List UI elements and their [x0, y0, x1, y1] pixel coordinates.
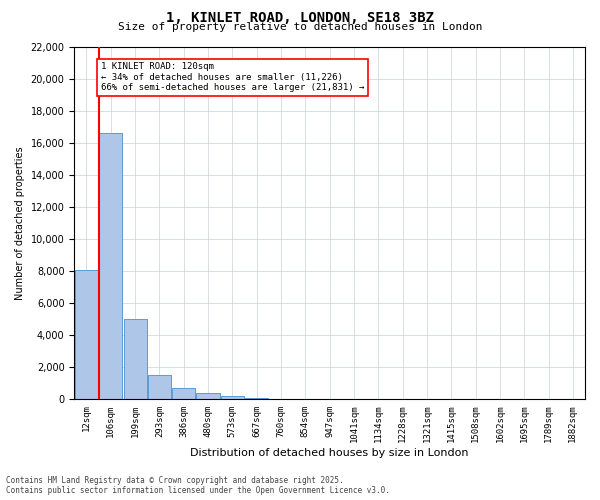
X-axis label: Distribution of detached houses by size in London: Distribution of detached houses by size …	[190, 448, 469, 458]
Bar	[221, 396, 244, 400]
Bar	[75, 270, 98, 400]
Bar	[196, 394, 220, 400]
Bar	[245, 398, 268, 400]
Bar	[99, 133, 122, 400]
Bar	[172, 388, 195, 400]
Y-axis label: Number of detached properties: Number of detached properties	[15, 146, 25, 300]
Text: 1, KINLET ROAD, LONDON, SE18 3BZ: 1, KINLET ROAD, LONDON, SE18 3BZ	[166, 11, 434, 25]
Text: Size of property relative to detached houses in London: Size of property relative to detached ho…	[118, 22, 482, 32]
Text: Contains HM Land Registry data © Crown copyright and database right 2025.
Contai: Contains HM Land Registry data © Crown c…	[6, 476, 390, 495]
Bar	[148, 376, 171, 400]
Bar	[124, 319, 146, 400]
Text: 1 KINLET ROAD: 120sqm
← 34% of detached houses are smaller (11,226)
66% of semi-: 1 KINLET ROAD: 120sqm ← 34% of detached …	[101, 62, 364, 92]
